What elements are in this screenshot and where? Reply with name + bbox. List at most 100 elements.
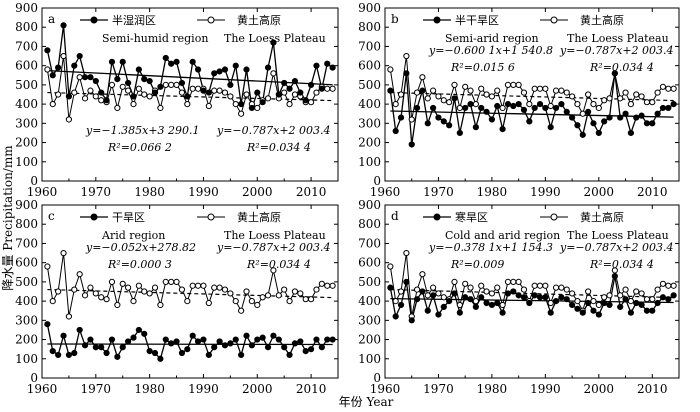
- data-point-region: [547, 124, 554, 131]
- data-point-loess: [248, 298, 255, 305]
- x-tick-label: 1960: [27, 382, 58, 396]
- data-point-region: [526, 299, 533, 307]
- data-point-loess: [76, 74, 83, 81]
- data-point-loess: [510, 81, 517, 88]
- data-point-region: [483, 299, 490, 307]
- y-tick-label: 500: [15, 275, 38, 289]
- r2-region: R²=0.000 3: [107, 258, 172, 271]
- data-point-loess: [536, 282, 544, 289]
- data-point-region: [248, 104, 255, 112]
- data-point-region: [622, 110, 629, 117]
- data-point-region: [55, 64, 62, 71]
- data-point-loess: [531, 282, 538, 289]
- y-tick-label: 800: [358, 20, 381, 34]
- data-point-region: [611, 70, 618, 77]
- data-point-region: [483, 108, 490, 115]
- data-point-loess: [435, 93, 442, 100]
- data-point-region: [590, 120, 597, 127]
- data-point-region: [297, 89, 304, 96]
- data-point-region: [248, 342, 255, 349]
- data-point-loess: [189, 85, 196, 92]
- data-point-region: [659, 294, 667, 301]
- data-point-loess: [403, 249, 410, 257]
- data-point-loess: [392, 298, 399, 305]
- data-point-region: [178, 349, 186, 357]
- data-point-region: [590, 307, 597, 314]
- y-tick-label: 100: [15, 352, 38, 366]
- data-point-region: [430, 292, 437, 299]
- data-point-loess: [472, 298, 479, 305]
- data-point-loess: [291, 91, 299, 98]
- data-point-loess: [419, 271, 426, 278]
- data-point-region: [216, 68, 223, 75]
- y-tick-label: 200: [358, 333, 381, 347]
- data-point-loess: [49, 298, 56, 305]
- y-tick-label: 600: [15, 256, 38, 270]
- data-point-loess: [627, 298, 634, 305]
- legend-label-region-cn: 半干旱区: [455, 13, 499, 27]
- y-tick-label: 500: [15, 78, 38, 92]
- data-point-loess: [270, 70, 277, 77]
- data-point-region: [146, 347, 153, 355]
- x-tick-label: 2010: [296, 382, 327, 396]
- data-point-loess: [270, 267, 277, 274]
- data-point-region: [638, 301, 645, 309]
- data-point-loess: [232, 298, 239, 305]
- data-point-region: [649, 120, 656, 127]
- data-point-loess: [601, 294, 608, 301]
- data-point-loess: [499, 301, 506, 309]
- data-point-loess: [254, 301, 261, 309]
- data-point-loess: [488, 290, 496, 297]
- data-point-loess: [221, 89, 229, 96]
- data-point-region: [238, 101, 245, 108]
- data-point-loess: [622, 89, 629, 96]
- data-point-loess: [227, 290, 234, 297]
- data-point-loess: [606, 292, 613, 299]
- data-point-region: [504, 101, 512, 108]
- data-point-region: [71, 62, 78, 69]
- y-tick-label: 300: [15, 313, 38, 327]
- data-point-loess: [633, 91, 640, 98]
- data-point-region: [430, 104, 437, 112]
- data-point-region: [654, 299, 661, 307]
- x-tick-label: 2000: [584, 382, 615, 396]
- data-point-loess: [563, 89, 570, 96]
- data-point-loess: [558, 87, 565, 94]
- legend-marker-region: [433, 213, 441, 221]
- data-point-region: [286, 351, 293, 359]
- legend-label-region-en: Semi-humid region: [102, 32, 208, 45]
- trend-line-loess: [390, 91, 674, 102]
- trend-line-loess: [390, 288, 674, 299]
- data-point-loess: [81, 95, 89, 102]
- x-tick-label: 1960: [27, 185, 58, 199]
- data-point-loess: [194, 85, 202, 92]
- data-point-region: [601, 118, 608, 125]
- data-point-loess: [194, 282, 202, 289]
- legend-marker-loess: [550, 213, 558, 221]
- data-point-region: [510, 288, 517, 295]
- data-point-region: [515, 101, 522, 108]
- y-tick-label: 800: [358, 217, 381, 231]
- data-point-loess: [141, 91, 148, 98]
- data-point-region: [467, 296, 474, 303]
- x-tick-label: 2000: [242, 382, 273, 396]
- data-point-region: [440, 118, 447, 125]
- data-point-region: [520, 294, 528, 301]
- chart-panel-a: 0 100 200 300 400 500 600 700 800 900 1960 1970 1980…: [15, 1, 339, 199]
- data-point-region: [606, 301, 613, 309]
- y-tick-label: 300: [15, 116, 38, 130]
- data-point-loess: [275, 292, 282, 299]
- data-point-region: [579, 309, 586, 316]
- data-point-loess: [238, 307, 245, 314]
- data-point-loess: [413, 89, 421, 96]
- data-point-loess: [488, 93, 496, 100]
- data-point-region: [71, 349, 78, 357]
- data-point-loess: [324, 282, 331, 289]
- data-point-region: [44, 321, 51, 328]
- data-point-region: [435, 311, 442, 318]
- plot-frame: [384, 204, 680, 379]
- r2-loess: R²=0.034 4: [589, 258, 654, 271]
- data-point-region: [536, 101, 544, 108]
- data-point-loess: [114, 301, 121, 309]
- data-point-region: [413, 296, 421, 303]
